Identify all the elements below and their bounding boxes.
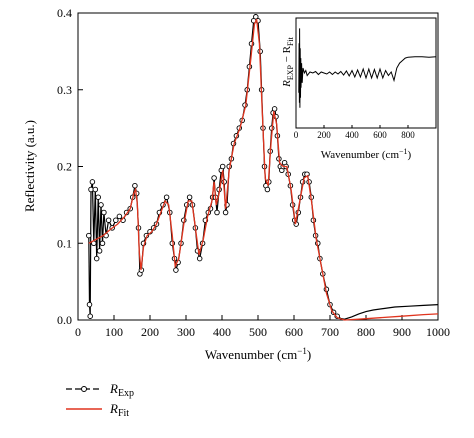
main-y-ticks: 0.0 0.1 0.2 0.3 0.4	[57, 6, 83, 327]
inset-ylabel-r1: R	[281, 80, 293, 88]
x-tick-label: 1000	[426, 325, 450, 339]
main-x-ticks: 0 100 200 300 400 500 600 700 800 900 1000	[75, 315, 450, 339]
series-exp-point	[214, 209, 220, 216]
series-exp-point	[271, 106, 278, 112]
y-tick-label: 0.1	[57, 236, 72, 250]
legend-exp-marker	[81, 386, 87, 392]
inset-xlabel-close: )	[408, 149, 412, 161]
series-exp-point	[163, 194, 170, 200]
x-axis-title-close: )	[307, 347, 311, 362]
x-tick-label: 100	[105, 325, 123, 339]
x-tick-label: 600	[285, 325, 303, 339]
series-exp-point	[93, 255, 100, 262]
x-tick-label: 500	[249, 325, 267, 339]
inset-x-tick-label: 600	[373, 130, 387, 140]
inset-residual-line	[298, 28, 437, 108]
series-exp-point	[101, 209, 107, 216]
inset-residual-series	[298, 28, 437, 108]
series-exp-point	[105, 217, 112, 223]
series-exp-point	[186, 194, 193, 200]
series-exp-point	[264, 186, 271, 193]
legend-fit-label: RFit	[109, 401, 129, 419]
series-exp-point	[98, 202, 104, 208]
series-exp-point	[211, 175, 217, 181]
inset-ylabel-sub2: Fit	[286, 36, 295, 46]
series-exp-point	[196, 255, 203, 262]
series-exp-point	[89, 179, 96, 185]
series-exp-point	[96, 248, 103, 254]
legend: RExp RFit	[66, 381, 134, 419]
y-tick-label: 0.2	[57, 160, 72, 174]
series-exp-point	[334, 313, 340, 319]
inset-y-axis-title: REXP − RFit	[281, 36, 295, 88]
series-exp-point	[99, 240, 106, 247]
inset-ylabel-sub1: EXP	[286, 65, 295, 81]
main-plot: 0 100 200 300 400 500 600 700 800 900 1000 0.00.10…	[22, 6, 450, 362]
series-fit-line	[88, 18, 439, 321]
series-exp-point	[86, 232, 92, 239]
x-tick-label: 700	[321, 325, 339, 339]
series-exp-point	[222, 209, 229, 216]
series-exp-point	[116, 213, 123, 220]
y-tick-label: 0.0	[57, 313, 72, 327]
series-exp-point	[219, 163, 226, 170]
inset-xlabel-text: Wavenumber (cm	[321, 149, 400, 161]
series-exp-point	[86, 301, 93, 308]
main-series	[86, 14, 439, 321]
inset-x-axis-title: Wavenumber (cm−1)	[321, 147, 412, 161]
series-exp-point	[132, 182, 138, 189]
x-tick-label: 400	[213, 325, 231, 339]
series-exp-point	[92, 186, 99, 193]
inset-x-ticks: 0 200 400 600 800	[294, 125, 415, 140]
legend-exp-sub: Exp	[118, 388, 134, 399]
x-tick-label: 0	[75, 325, 81, 339]
x-axis-title: Wavenumber (cm−1)	[205, 346, 311, 362]
inset-x-tick-label: 800	[401, 130, 415, 140]
series-exp-point	[113, 217, 119, 223]
y-axis-title: Reflectivity (a.u.)	[22, 120, 37, 212]
inset-ylabel-minus: − R	[281, 45, 293, 65]
series-exp-point	[95, 194, 101, 200]
inset-x-tick-label: 400	[345, 130, 359, 140]
x-tick-label: 300	[177, 325, 195, 339]
legend-item-fit: RFit	[66, 401, 129, 419]
legend-exp-main: R	[109, 381, 118, 396]
inset-x-tick-label: 0	[294, 130, 299, 140]
x-axis-title-sup: −1	[297, 346, 307, 356]
inset-plot: 0 200 400 600 800 REXP − RFit Wavenumber (cm…	[281, 17, 437, 161]
x-tick-label: 200	[141, 325, 159, 339]
inset-x-tick-label: 200	[317, 130, 331, 140]
y-tick-label: 0.4	[57, 6, 72, 20]
x-axis-title-text: Wavenumber (cm	[205, 347, 297, 362]
y-tick-label: 0.3	[57, 83, 72, 97]
legend-fit-sub: Fit	[118, 408, 129, 419]
legend-item-exp: RExp	[66, 381, 134, 399]
legend-exp-label: RExp	[109, 381, 134, 399]
x-tick-label: 800	[357, 325, 375, 339]
x-tick-label: 900	[393, 325, 411, 339]
series-exp-point	[173, 267, 179, 273]
series-exp-point	[87, 313, 93, 319]
legend-fit-main: R	[109, 401, 118, 416]
inset-xlabel-sup: −1	[399, 147, 408, 156]
